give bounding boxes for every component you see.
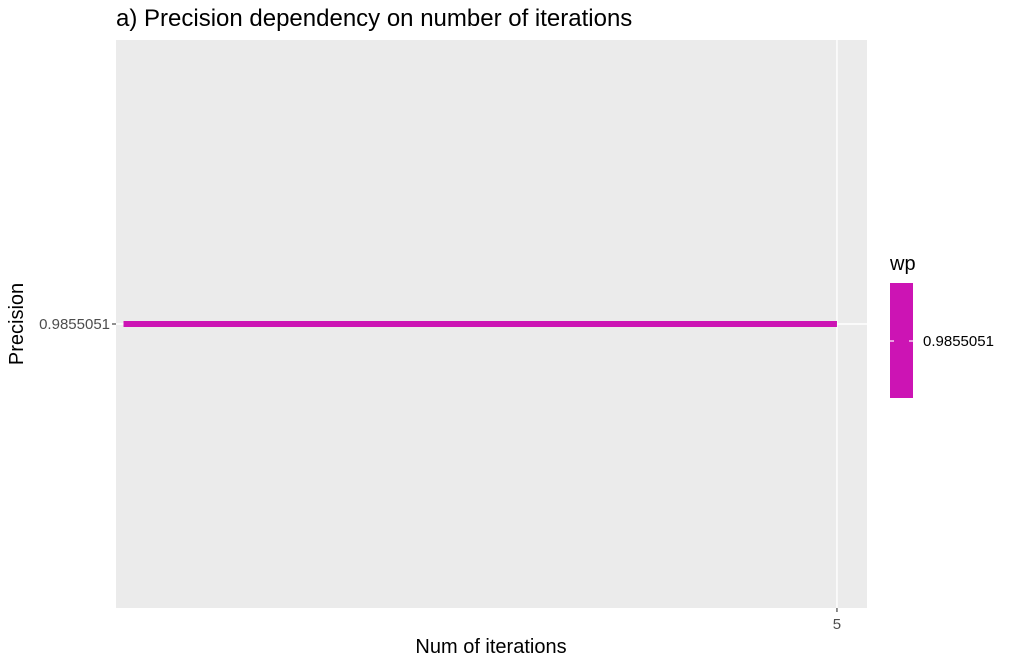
legend-colorbar bbox=[890, 283, 913, 398]
x-axis-title: Num of iterations bbox=[415, 636, 566, 658]
chart-title: a) Precision dependency on number of ite… bbox=[116, 5, 632, 32]
y-axis-title: Precision bbox=[6, 283, 28, 365]
axis-ticks: 5 0.9855051 bbox=[39, 316, 841, 633]
legend-label: 0.9855051 bbox=[923, 333, 994, 350]
legend-title: wp bbox=[889, 253, 916, 275]
legend: wp 0.9855051 bbox=[889, 253, 994, 398]
y-tick-label: 0.9855051 bbox=[39, 316, 110, 333]
x-tick-label: 5 bbox=[833, 616, 841, 633]
